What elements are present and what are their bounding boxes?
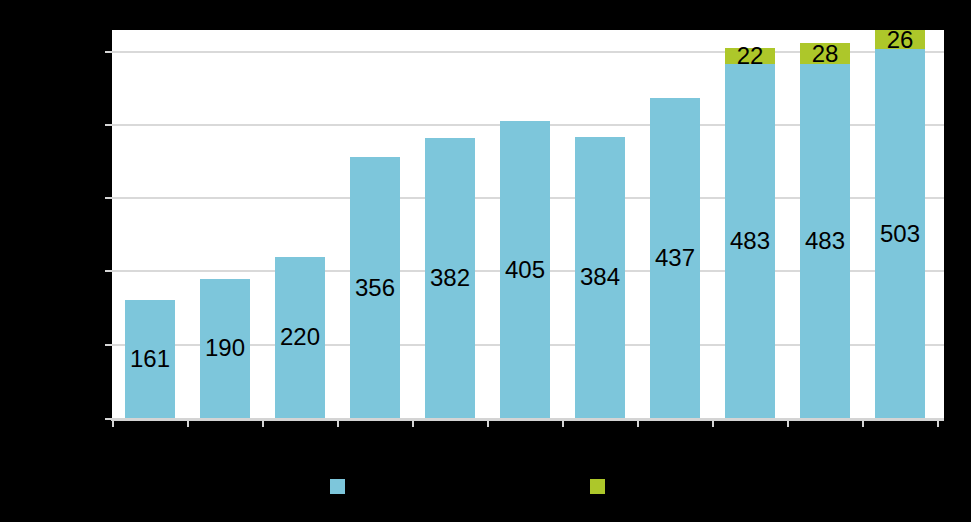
bar: 161 (125, 300, 175, 418)
x-axis-tick (187, 421, 189, 427)
bar-segment-blue: 483 (800, 64, 850, 418)
bar-segment-green: 22 (725, 48, 775, 64)
y-axis-tick (105, 418, 112, 420)
x-axis-tick (412, 421, 414, 427)
bar-segment-green: 26 (875, 30, 925, 49)
legend-swatch-blue-icon (330, 479, 345, 494)
bar-segment-blue: 384 (575, 137, 625, 418)
x-axis-tick (937, 421, 939, 427)
bar-segment-blue: 483 (725, 64, 775, 418)
bar-value-label: 356 (355, 276, 395, 300)
bar: 26 503 (875, 30, 925, 418)
bar-segment-blue: 356 (350, 157, 400, 418)
bar-value-label: 483 (730, 229, 770, 253)
bar-value-label: 26 (887, 28, 914, 52)
bar-value-label: 220 (280, 325, 320, 349)
bar-segment-blue: 382 (425, 138, 475, 418)
bar: 22 483 (725, 48, 775, 418)
x-axis-tick (712, 421, 714, 427)
x-axis-line (111, 418, 944, 421)
bar-segment-blue: 437 (650, 98, 700, 418)
y-axis-tick (105, 270, 112, 272)
bar-value-label: 161 (130, 347, 170, 371)
y-axis-tick (105, 197, 112, 199)
bar-segment-blue: 161 (125, 300, 175, 418)
bar-value-label: 483 (805, 229, 845, 253)
bar-value-label: 503 (880, 222, 920, 246)
bar-value-label: 190 (205, 336, 245, 360)
bar-segment-blue: 405 (500, 121, 550, 418)
bar-value-label: 437 (655, 246, 695, 270)
bar-value-label: 405 (505, 258, 545, 282)
x-axis-tick (862, 421, 864, 427)
x-axis-tick (337, 421, 339, 427)
x-axis-tick (787, 421, 789, 427)
legend-item-green (590, 479, 613, 494)
bar: 190 (200, 279, 250, 418)
bar-segment-blue: 220 (275, 257, 325, 418)
bar: 437 (650, 98, 700, 418)
bar-value-label: 384 (580, 265, 620, 289)
bar-value-label: 382 (430, 266, 470, 290)
plot-area: 161 190 220 356 382 405 384 437 22 483 28 483 26 503 (112, 30, 944, 421)
y-axis-tick (105, 124, 112, 126)
bar: 384 (575, 137, 625, 418)
legend-swatch-green-icon (590, 479, 605, 494)
y-axis-tick (105, 51, 112, 53)
x-axis-tick (262, 421, 264, 427)
legend-item-blue (330, 479, 353, 494)
x-axis-tick (637, 421, 639, 427)
y-axis-tick (105, 344, 112, 346)
bar-segment-blue: 503 (875, 49, 925, 418)
bar: 356 (350, 157, 400, 418)
bar: 220 (275, 257, 325, 418)
bar-segment-blue: 190 (200, 279, 250, 418)
bar-value-label: 28 (812, 42, 839, 66)
bar-segment-green: 28 (800, 43, 850, 64)
bar: 405 (500, 121, 550, 418)
bar: 28 483 (800, 43, 850, 418)
bar: 382 (425, 138, 475, 418)
x-axis-tick (112, 421, 114, 427)
x-axis-tick (562, 421, 564, 427)
x-axis-tick (487, 421, 489, 427)
